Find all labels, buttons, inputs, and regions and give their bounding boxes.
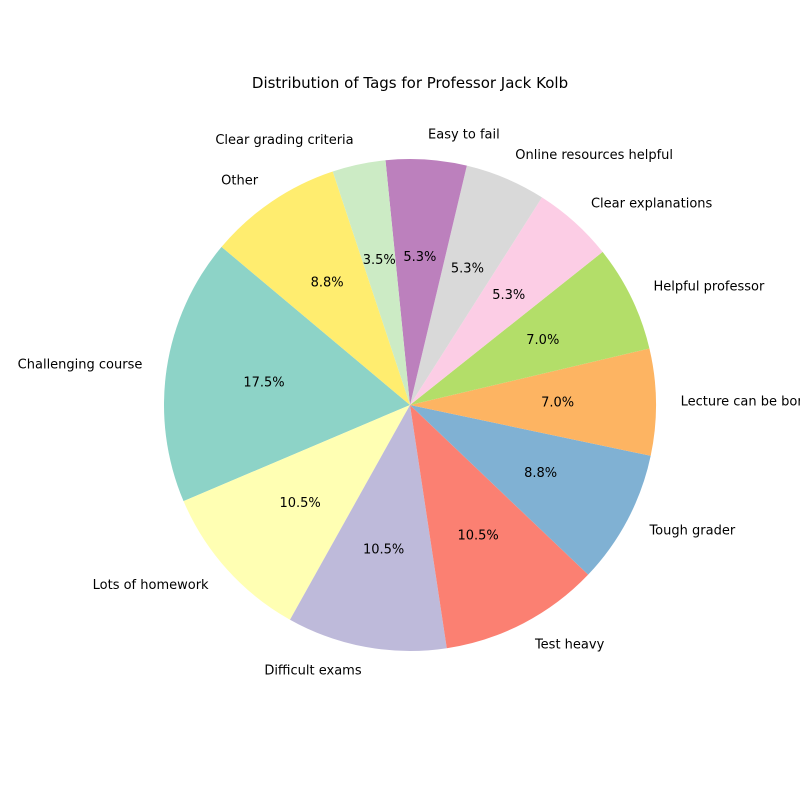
percent-label-4: 8.8%	[524, 466, 557, 481]
category-label-7: Clear explanations	[591, 196, 713, 211]
category-label-6: Helpful professor	[653, 279, 765, 294]
category-label-0: Challenging course	[18, 358, 143, 373]
percent-label-9: 5.3%	[403, 250, 436, 265]
chart-title: Distribution of Tags for Professor Jack …	[252, 74, 568, 92]
percent-labels: 17.5% 10.5% 10.5% 10.5% 8.8% 7.0% 7.0% 5.3% 5.3%…	[243, 250, 574, 557]
percent-label-8: 5.3%	[451, 262, 484, 277]
category-label-2: Difficult exams	[264, 664, 362, 679]
category-label-11: Other	[221, 174, 259, 189]
percent-label-11: 8.8%	[311, 275, 344, 290]
pie-slices	[163, 159, 657, 651]
pie-slice-5	[410, 348, 657, 456]
percent-label-7: 5.3%	[492, 288, 525, 303]
category-label-10: Clear grading criteria	[215, 133, 353, 148]
percent-label-2: 10.5%	[363, 543, 404, 558]
pie-slice-6	[410, 251, 650, 405]
percent-label-0: 17.5%	[243, 376, 284, 391]
category-label-1: Lots of homework	[93, 578, 209, 593]
category-label-4: Tough grader	[648, 524, 735, 539]
pie-slice-11	[221, 171, 410, 405]
category-labels: Challenging course Lots of homework Diffic…	[18, 128, 800, 679]
pie-slice-2	[289, 405, 447, 651]
pie-slice-9	[385, 159, 467, 405]
percent-label-6: 7.0%	[526, 333, 559, 348]
category-label-5: Lecture can be boring	[681, 394, 800, 409]
percent-label-5: 7.0%	[541, 396, 574, 411]
category-label-3: Test heavy	[534, 638, 605, 653]
category-label-9: Easy to fail	[428, 128, 500, 143]
pie-slice-1	[183, 405, 410, 620]
pie-slice-0	[163, 246, 410, 502]
percent-label-3: 10.5%	[457, 528, 498, 543]
pie-slice-4	[410, 405, 651, 575]
percent-label-10: 3.5%	[363, 253, 396, 268]
pie-slice-8	[410, 165, 542, 405]
percent-label-1: 10.5%	[279, 496, 320, 511]
pie-slice-10	[332, 160, 410, 405]
pie-slice-7	[410, 197, 603, 405]
category-label-8: Online resources helpful	[515, 148, 673, 163]
pie-slice-3	[410, 405, 589, 649]
